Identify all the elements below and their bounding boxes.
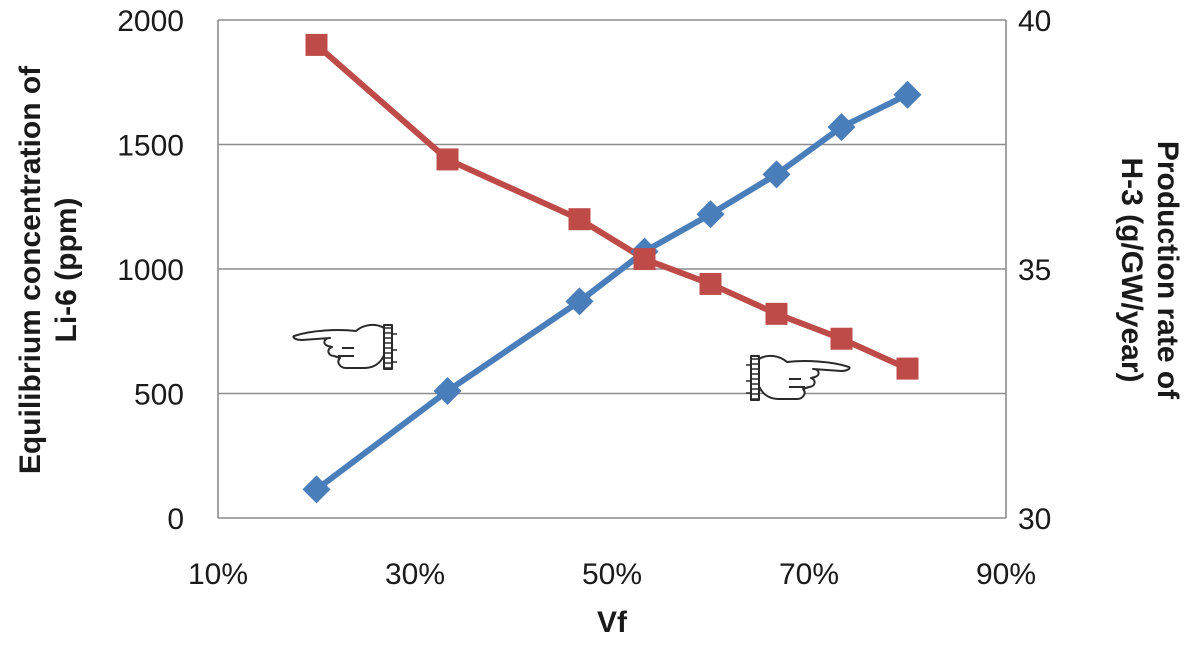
x-tick-label: 90% xyxy=(976,558,1036,591)
gridlines xyxy=(218,19,1006,395)
series-markers xyxy=(302,33,922,504)
x-tick-label: 50% xyxy=(582,558,642,591)
data-point-square xyxy=(830,327,853,350)
hand-pointing-right-icon xyxy=(746,354,851,401)
x-tick-label: 10% xyxy=(188,558,248,591)
series-line-li6-concentration xyxy=(313,91,911,493)
data-point-square xyxy=(436,148,459,171)
data-point-square xyxy=(305,33,328,56)
right-axis-title: Production rate of H-3 (g/GW/year) xyxy=(1115,141,1184,400)
x-tick-label: 30% xyxy=(385,558,445,591)
data-point-diamond xyxy=(893,80,922,109)
data-point-diamond xyxy=(565,287,594,316)
x-axis-title: Vf xyxy=(597,606,628,639)
axes xyxy=(217,20,1007,519)
left-axis-title-line-2: Li-6 (ppm) xyxy=(50,198,83,343)
hand-pointing-left-icon xyxy=(292,323,397,370)
right-axis-title-line-2: H-3 (g/GW/year) xyxy=(1115,157,1148,382)
y-right-tick-label: 30 xyxy=(1018,503,1051,536)
data-point-square xyxy=(896,357,919,380)
y-left-tick-label: 1000 xyxy=(117,254,184,287)
data-point-diamond xyxy=(696,200,725,229)
y-left-tick-label: 1500 xyxy=(117,130,184,163)
series-lines xyxy=(313,41,911,493)
data-point-diamond xyxy=(827,113,856,142)
data-point-diamond xyxy=(762,160,791,189)
left-axis-title: Equilibrium concentration of Li-6 (ppm) xyxy=(14,65,83,474)
data-point-diamond xyxy=(433,377,462,406)
data-point-square xyxy=(765,302,788,325)
data-point-square xyxy=(699,272,722,295)
data-point-square xyxy=(568,208,591,231)
series-line-h3-production xyxy=(313,41,911,372)
y-left-tick-label: 500 xyxy=(134,379,184,412)
data-point-square xyxy=(633,248,656,271)
x-tick-label: 70% xyxy=(779,558,839,591)
data-point-diamond xyxy=(302,475,331,504)
y-left-tick-label: 2000 xyxy=(117,5,184,38)
left-axis-title-line-1: Equilibrium concentration of xyxy=(14,65,47,474)
tick-labels: 0 500 1000 1500 2000 30 35 40 10% 30% 50% 70% 90% xyxy=(117,5,1051,591)
y-right-tick-label: 35 xyxy=(1018,254,1051,287)
y-right-tick-label: 40 xyxy=(1018,5,1051,38)
y-left-tick-label: 0 xyxy=(167,503,184,536)
right-axis-title-line-1: Production rate of xyxy=(1151,141,1184,400)
